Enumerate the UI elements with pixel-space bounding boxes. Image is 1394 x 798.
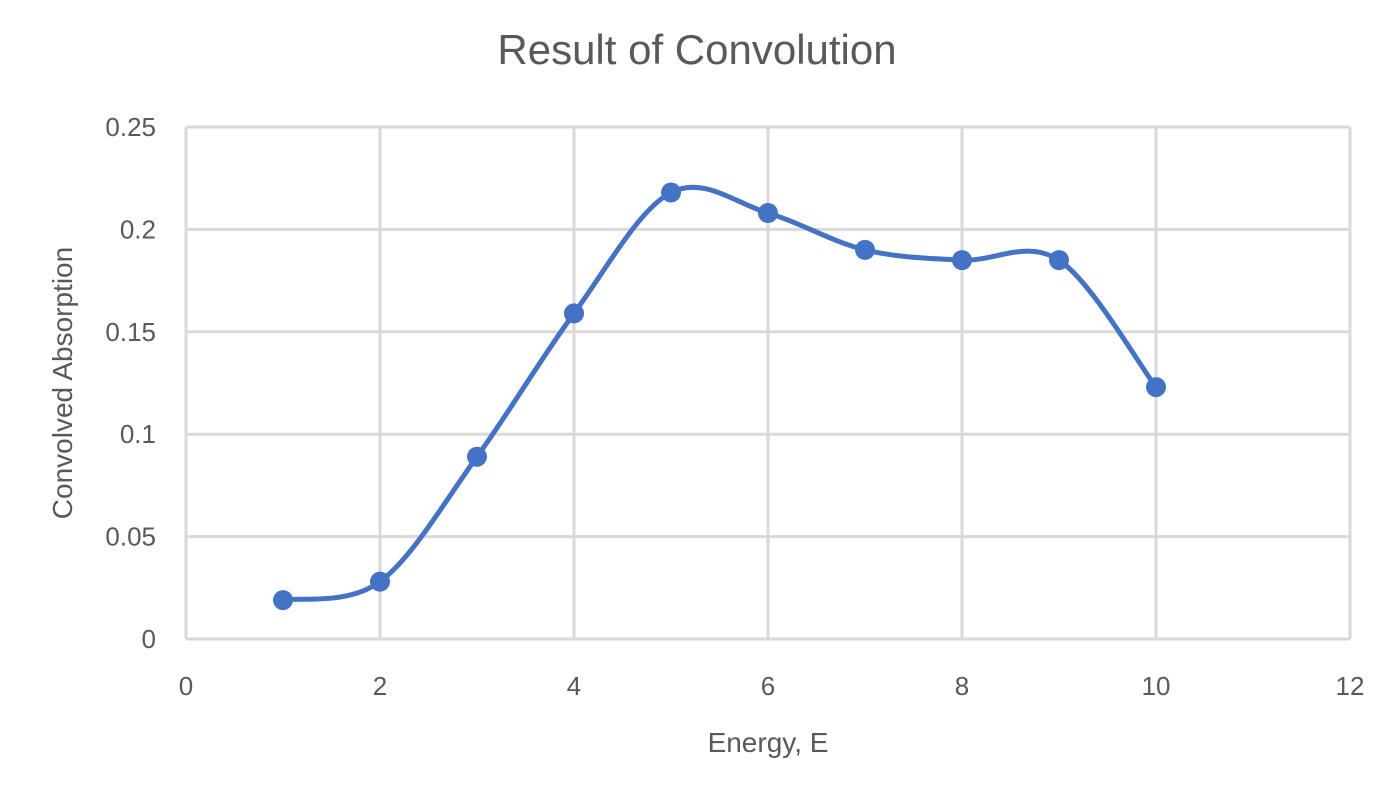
- data-point: [370, 571, 390, 592]
- data-point: [661, 182, 681, 203]
- chart-title: Result of Convolution: [497, 26, 896, 73]
- y-axis-label: Convolved Absorption: [47, 247, 78, 519]
- y-tick-label: 0: [142, 624, 156, 654]
- data-point: [467, 446, 487, 467]
- data-point: [952, 250, 972, 271]
- series-layer: [273, 182, 1166, 611]
- data-point: [273, 590, 293, 611]
- x-tick-label: 8: [955, 671, 969, 701]
- x-tick-label: 0: [179, 671, 193, 701]
- series-line: [280, 184, 1159, 603]
- gridlines: [184, 125, 1352, 641]
- x-tick-label: 10: [1142, 671, 1171, 701]
- data-point: [564, 303, 584, 324]
- data-point: [855, 239, 875, 260]
- y-tick-label: 0.25: [105, 112, 156, 142]
- y-tick-label: 0.2: [120, 214, 156, 244]
- data-point: [758, 203, 778, 224]
- data-point: [1146, 377, 1166, 398]
- x-tick-label: 2: [373, 671, 387, 701]
- x-tick-label: 4: [567, 671, 581, 701]
- y-tick-label: 0.15: [105, 317, 156, 347]
- y-tick-label: 0.05: [105, 522, 156, 552]
- x-axis-label: Energy, E: [708, 727, 829, 758]
- data-point: [1049, 250, 1069, 271]
- tick-labels: 0 0.05 0.1 0.15 0.2 0.25 0 2 4 6 8 10 12: [105, 112, 1364, 701]
- x-tick-label: 12: [1336, 671, 1365, 701]
- x-tick-label: 6: [761, 671, 775, 701]
- y-tick-label: 0.1: [120, 419, 156, 449]
